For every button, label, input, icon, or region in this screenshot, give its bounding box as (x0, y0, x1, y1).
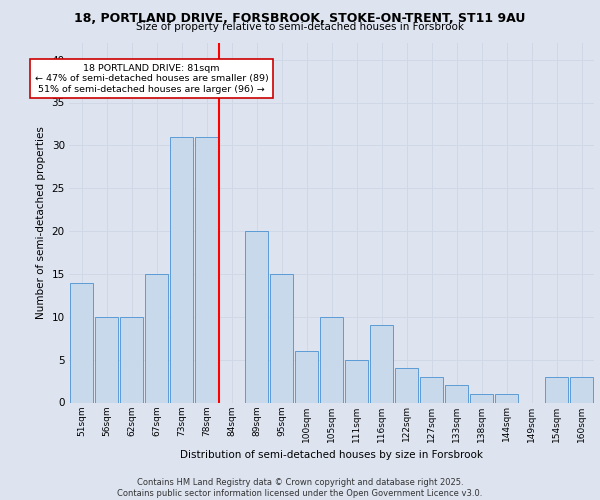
Bar (545, 377, 568, 402)
Bar (470, 394, 493, 402)
Bar (370, 326, 394, 402)
Text: Contains HM Land Registry data © Crown copyright and database right 2025.
Contai: Contains HM Land Registry data © Crown c… (118, 478, 482, 498)
Bar (119, 317, 143, 402)
Bar (395, 368, 418, 402)
Bar (70, 282, 94, 403)
Text: Size of property relative to semi-detached houses in Forsbrook: Size of property relative to semi-detach… (136, 22, 464, 32)
Text: 18, PORTLAND DRIVE, FORSBROOK, STOKE-ON-TRENT, ST11 9AU: 18, PORTLAND DRIVE, FORSBROOK, STOKE-ON-… (74, 12, 526, 26)
Bar (194, 137, 218, 402)
X-axis label: Distribution of semi-detached houses by size in Forsbrook: Distribution of semi-detached houses by … (180, 450, 483, 460)
Bar (569, 377, 593, 402)
Bar (445, 386, 469, 402)
Bar (295, 351, 319, 403)
Bar (419, 377, 443, 402)
Bar (95, 317, 118, 402)
Bar (145, 274, 169, 402)
Bar (170, 137, 193, 402)
Bar (494, 394, 518, 402)
Bar (245, 231, 268, 402)
Bar (269, 274, 293, 402)
Text: 18 PORTLAND DRIVE: 81sqm
← 47% of semi-detached houses are smaller (89)
51% of s: 18 PORTLAND DRIVE: 81sqm ← 47% of semi-d… (35, 64, 268, 94)
Y-axis label: Number of semi-detached properties: Number of semi-detached properties (36, 126, 46, 319)
Bar (344, 360, 368, 403)
Bar (320, 317, 343, 402)
